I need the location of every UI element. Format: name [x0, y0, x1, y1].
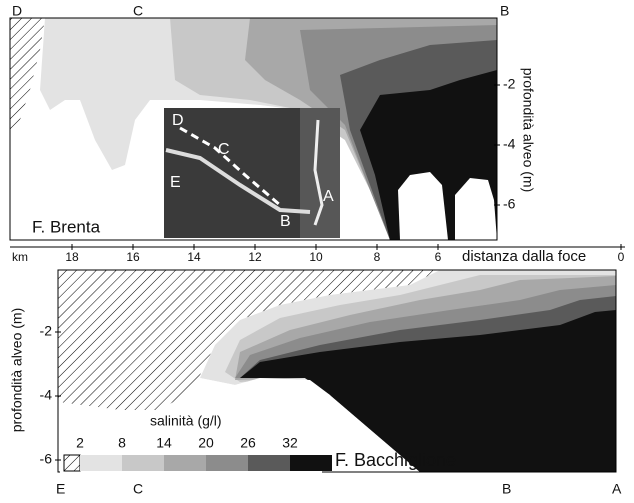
inset-label: E	[170, 174, 181, 191]
coast	[313, 119, 324, 226]
section-letter: E	[56, 481, 65, 497]
y-tick-label: -6	[40, 451, 53, 467]
legend-title: salinità (g/l)	[150, 413, 222, 429]
salinity-32	[240, 310, 616, 472]
river-name: F. Bacchiglione	[335, 450, 456, 470]
legend-label: 14	[156, 435, 172, 451]
legend-label: 20	[198, 435, 214, 451]
legend-swatch	[248, 455, 290, 471]
section-letter: B	[502, 481, 511, 497]
bed	[455, 178, 497, 240]
x-tick-label: 8	[374, 250, 381, 264]
panel-frame	[57, 269, 617, 473]
y-tick-label: -4	[40, 387, 53, 403]
legend: salinità (g/l) 2 8 14 20 26 32	[60, 413, 332, 474]
x-tick-label: 10	[309, 250, 323, 264]
legend-label: 2	[76, 435, 84, 451]
x-axis-title: distanza dalla foce	[462, 248, 586, 265]
section-letter: D	[12, 3, 22, 19]
y-tick-label: -6	[503, 196, 516, 212]
legend-swatch	[80, 455, 122, 471]
bottom-panel: F. Bacchiglione profondità alveo (m) E C…	[9, 269, 622, 497]
y-tick-label: -2	[503, 76, 516, 92]
section-letter: A	[612, 481, 622, 497]
river-name: F. Brenta	[32, 217, 101, 236]
x-tick-label: 18	[65, 250, 79, 264]
x-axis-unit: km	[12, 250, 28, 264]
panel-frame	[9, 17, 498, 241]
hatch-area	[10, 18, 45, 130]
x-tick-label: 16	[126, 250, 140, 264]
y-axis-title: profondità alveo (m)	[9, 308, 25, 433]
y-tick-label: -4	[503, 136, 516, 152]
legend-swatch	[206, 455, 248, 471]
legend-label: 8	[118, 435, 126, 451]
inset-label: A	[323, 188, 334, 205]
x-axis: km distanza dalla foce 18 16 14 12 10 8 6 0	[10, 244, 625, 265]
bed	[398, 172, 448, 240]
inset-label: B	[280, 213, 291, 230]
inset-label: C	[218, 141, 230, 158]
legend-swatch	[63, 454, 81, 472]
legend-swatch	[164, 455, 206, 471]
x-tick-label: 14	[187, 250, 201, 264]
river-path	[165, 148, 311, 214]
legend-swatch	[122, 455, 164, 471]
x-tick-label: 6	[435, 250, 442, 264]
legend-label: 26	[240, 435, 256, 451]
section-letter: C	[133, 3, 143, 19]
legend-swatch	[290, 455, 332, 471]
y-axis-title: profondità alveo (m)	[520, 68, 536, 193]
inset-label: D	[172, 112, 184, 129]
y-tick-label: -2	[40, 323, 53, 339]
river-path	[179, 126, 281, 207]
hatch-area	[58, 270, 440, 410]
x-tick-label: 12	[248, 250, 262, 264]
legend-label: 32	[282, 435, 298, 451]
x-tick-label: 0	[618, 250, 625, 264]
sea	[300, 108, 340, 238]
inset-map: D C E B A	[164, 108, 340, 238]
section-letter: B	[500, 3, 509, 19]
section-letter: C	[133, 481, 143, 497]
